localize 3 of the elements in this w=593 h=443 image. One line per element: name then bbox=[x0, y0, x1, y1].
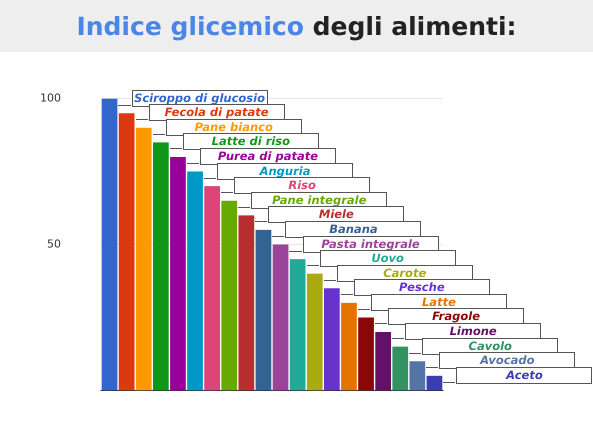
y-tick-label: 50 bbox=[46, 237, 61, 250]
y-tick-label: 100 bbox=[40, 91, 61, 104]
chart-title: Indice glicemico degli alimenti: bbox=[76, 12, 517, 40]
